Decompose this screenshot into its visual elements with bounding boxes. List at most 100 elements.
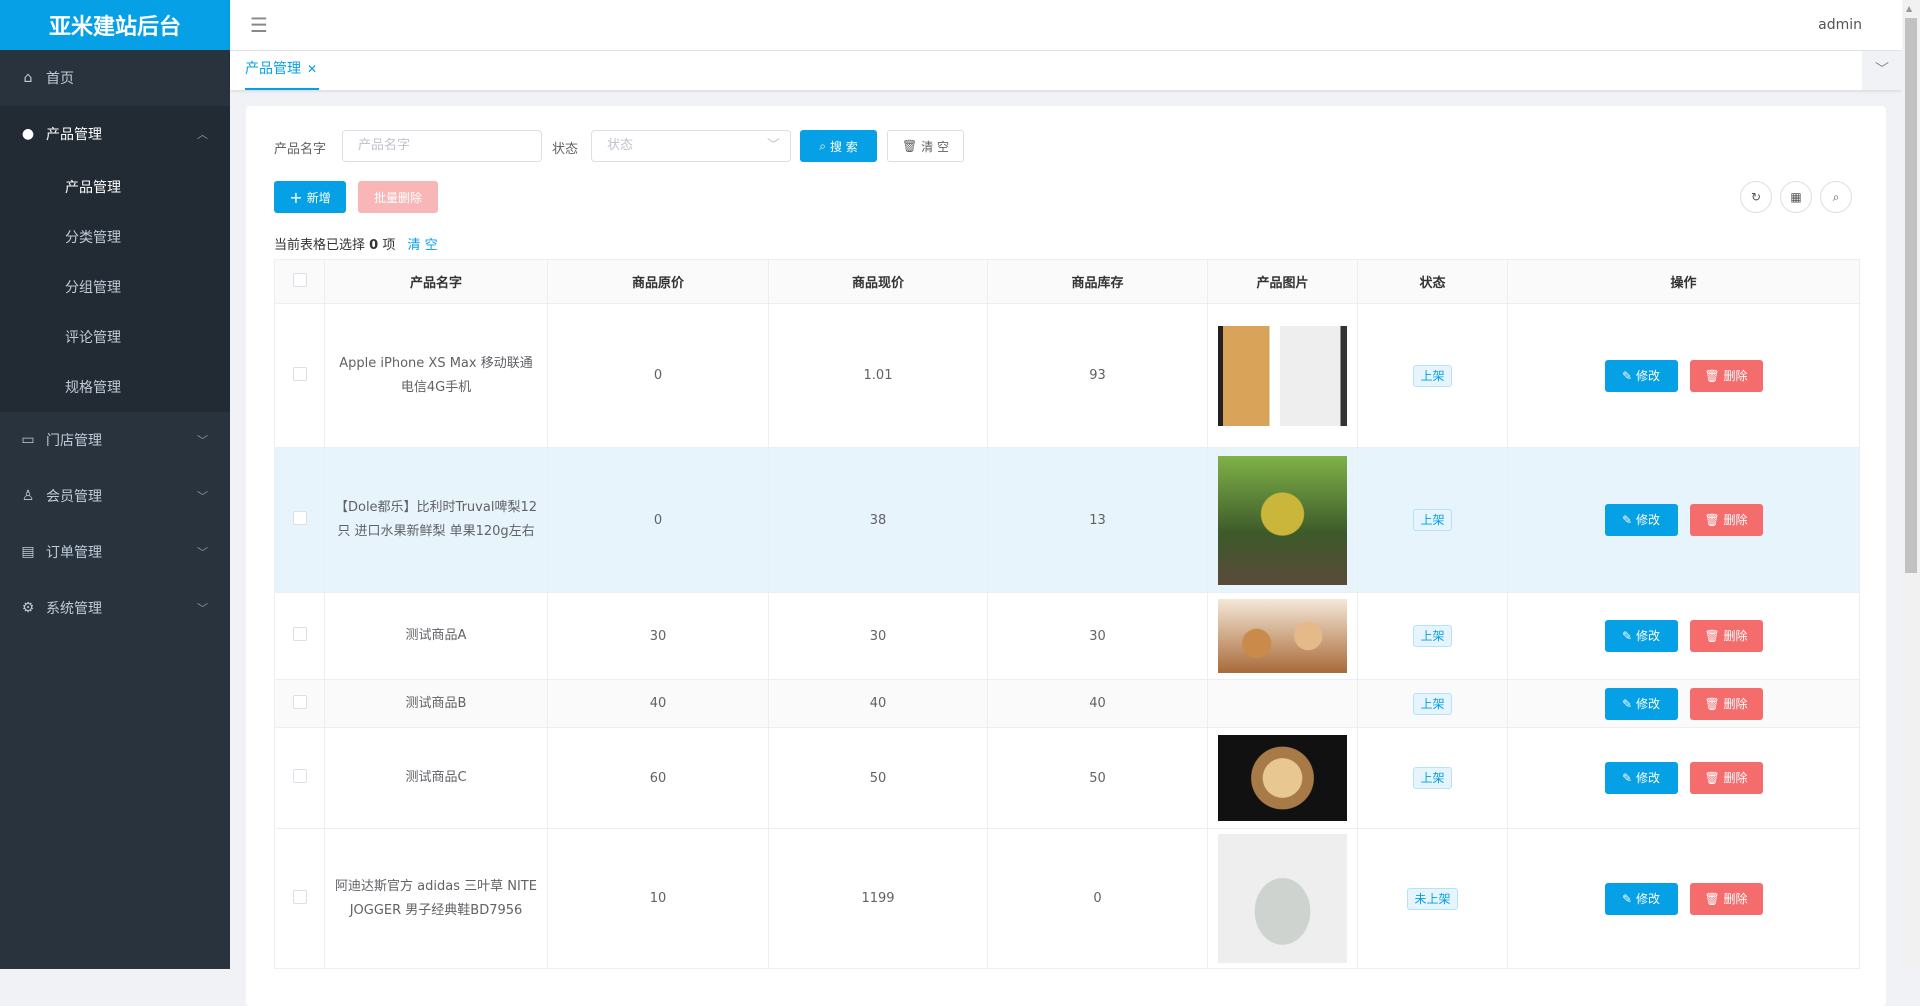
product-image: [1218, 599, 1347, 673]
delete-button[interactable]: 🗑 删除: [1689, 620, 1763, 652]
tab-label: 产品管理: [245, 61, 301, 77]
label: 新增: [306, 190, 331, 205]
scrollbar-thumb[interactable]: [1905, 18, 1917, 573]
edit-button[interactable]: ✎ 修改: [1604, 359, 1678, 392]
checkbox[interactable]: [292, 889, 307, 904]
row-select[interactable]: [274, 727, 325, 829]
sidebar-item-system[interactable]: ⚙ 系统管理 ﹀: [0, 580, 230, 636]
table-row[interactable]: 测试商品C 60 50 50 上架 ✎ 修改 🗑 删除: [274, 727, 1860, 829]
price: 1199: [768, 828, 988, 969]
delete-button[interactable]: 🗑 删除: [1689, 882, 1763, 915]
price: 50: [768, 727, 988, 829]
sidebar-item-member[interactable]: ♙ 会员管理 ﹀: [0, 468, 230, 524]
price: 38: [768, 447, 988, 593]
label: 修改: [1635, 771, 1660, 785]
scroll-up-icon[interactable]: ▲: [1906, 4, 1913, 13]
label: 会员管理: [46, 489, 102, 505]
search-button[interactable]: ⌕ 搜 索: [800, 130, 877, 162]
stock: 13: [987, 447, 1208, 593]
scrollbar[interactable]: ▲: [1902, 0, 1920, 969]
status-cell: 上架: [1357, 679, 1508, 728]
sidebar-item-products[interactable]: ● 产品管理 ︿: [0, 106, 230, 162]
table-row[interactable]: 阿迪达斯官方 adidas 三叶草 NITE JOGGER 男子经典鞋BD795…: [274, 828, 1860, 969]
sidebar-item-home[interactable]: ⌂ 首页: [0, 50, 230, 106]
edit-button[interactable]: ✎ 修改: [1604, 504, 1678, 536]
col-image: 产品图片: [1207, 259, 1358, 304]
status-badge: 上架: [1413, 692, 1452, 715]
label: 删除: [1723, 368, 1748, 383]
row-select[interactable]: [274, 447, 325, 593]
label: 搜 索: [829, 139, 858, 154]
edit-icon: ✎: [1622, 368, 1633, 383]
checkbox[interactable]: [292, 511, 307, 525]
row-select[interactable]: [274, 592, 325, 680]
clear-button[interactable]: 🗑 清 空: [887, 130, 964, 162]
checkbox[interactable]: [292, 272, 307, 287]
columns-icon[interactable]: ▦: [1780, 181, 1812, 213]
table-row[interactable]: 测试商品A 30 30 30 上架 ✎ 修改 🗑 删除: [274, 592, 1860, 680]
checkbox[interactable]: [292, 627, 307, 641]
sidebar-subitem-spec[interactable]: 规格管理: [65, 380, 121, 396]
delete-button[interactable]: 🗑 删除: [1689, 762, 1763, 794]
checkbox[interactable]: [292, 366, 307, 381]
label: 首页: [46, 71, 74, 87]
status-select[interactable]: 状态 ﹀: [591, 130, 791, 162]
table-row[interactable]: 测试商品B 40 40 40 上架 ✎ 修改 🗑 删除: [274, 679, 1860, 728]
sidebar-subitem-product-manage[interactable]: 产品管理: [65, 180, 121, 196]
checkbox[interactable]: [292, 694, 307, 709]
label: 修改: [1635, 629, 1660, 643]
delete-button[interactable]: 🗑 删除: [1689, 504, 1763, 536]
sidebar-subitem-category[interactable]: 分类管理: [65, 230, 121, 246]
edit-button[interactable]: ✎ 修改: [1604, 882, 1678, 915]
batch-delete-button[interactable]: 批量删除: [358, 181, 438, 213]
sidebar-subitem-comment[interactable]: 评论管理: [65, 330, 121, 346]
add-button[interactable]: + 新增: [274, 181, 346, 213]
checkbox[interactable]: [292, 769, 307, 783]
tab-product-manage[interactable]: 产品管理 ✕: [245, 51, 320, 90]
search-toggle-icon[interactable]: ⌕: [1820, 181, 1852, 213]
select-all[interactable]: [274, 259, 325, 304]
delete-button[interactable]: 🗑 删除: [1689, 687, 1763, 720]
label: 修改: [1635, 368, 1660, 383]
label: 删除: [1723, 629, 1748, 643]
delete-button[interactable]: 🗑 删除: [1689, 359, 1763, 392]
table-header: 产品名字 商品原价 商品现价 商品库存 产品图片 状态 操作: [274, 259, 1860, 304]
clear-selection-link[interactable]: 清 空: [407, 238, 438, 253]
product-image: [1218, 325, 1347, 426]
name-input[interactable]: 产品名字: [342, 130, 542, 162]
row-select[interactable]: [274, 679, 325, 728]
product-name: 测试商品B: [324, 679, 548, 728]
trash-icon: 🗑: [1704, 513, 1720, 527]
orig-price: 10: [547, 828, 769, 969]
status-cell: 上架: [1357, 303, 1508, 448]
status-badge: 未上架: [1407, 887, 1458, 910]
edit-button[interactable]: ✎ 修改: [1604, 687, 1678, 720]
product-image-cell: [1207, 447, 1358, 593]
status-badge: 上架: [1413, 364, 1452, 387]
menu-toggle-icon[interactable]: ☰: [250, 13, 268, 37]
sidebar-item-store[interactable]: ▭ 门店管理 ﹀: [0, 412, 230, 468]
actions-cell: ✎ 修改 🗑 删除: [1507, 679, 1860, 728]
close-icon[interactable]: ✕: [307, 62, 318, 76]
actions-cell: ✎ 修改 🗑 删除: [1507, 303, 1860, 448]
status-cell: 上架: [1357, 727, 1508, 829]
sidebar: 亚米建站后台 ⌂ 首页 ● 产品管理 ︿ 产品管理 分类管理 分组管理 评论管理 规格…: [0, 0, 230, 969]
sidebar-item-order[interactable]: ▤ 订单管理 ﹀: [0, 524, 230, 580]
orig-price: 0: [547, 447, 769, 593]
chevron-down-icon[interactable]: ﹀: [1862, 51, 1902, 90]
edit-button[interactable]: ✎ 修改: [1604, 620, 1678, 652]
table-row[interactable]: Apple iPhone XS Max 移动联通电信4G手机 0 1.01 93…: [274, 303, 1860, 448]
chevron-down-icon: ﹀: [197, 434, 208, 447]
row-select[interactable]: [274, 303, 325, 448]
edit-button[interactable]: ✎ 修改: [1604, 762, 1678, 794]
tab-bar: 产品管理 ✕ ﹀: [230, 51, 1902, 90]
label: 删除: [1723, 891, 1748, 906]
product-name: 【Dole都乐】比利时Truval啤梨12只 进口水果新鲜梨 单果120g左右: [324, 447, 548, 593]
row-select[interactable]: [274, 828, 325, 969]
sidebar-subitem-group[interactable]: 分组管理: [65, 280, 121, 296]
col-orig-price: 商品原价: [547, 259, 769, 304]
user-menu[interactable]: admin: [1818, 17, 1862, 33]
refresh-icon[interactable]: ↻: [1740, 181, 1772, 213]
table-row[interactable]: 【Dole都乐】比利时Truval啤梨12只 进口水果新鲜梨 单果120g左右 …: [274, 447, 1860, 593]
product-image: [1218, 455, 1347, 585]
